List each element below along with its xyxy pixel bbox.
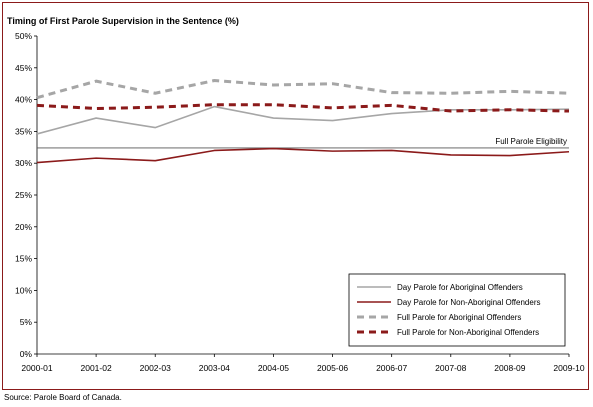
legend-label-day-parole-aboriginal: Day Parole for Aboriginal Offenders: [397, 283, 523, 292]
legend-label-full-parole-non-aboriginal: Full Parole for Non-Aboriginal Offenders: [397, 328, 539, 337]
chart-title: Timing of First Parole Supervision in th…: [7, 16, 239, 26]
series-line-day-parole-aboriginal: [36, 105, 570, 135]
y-tick-label: 30%: [15, 158, 32, 168]
source-note: Source: Parole Board of Canada.: [4, 393, 122, 402]
series-line-full-parole-aboriginal: [36, 79, 570, 100]
series-line-day-parole-non-aboriginal: [36, 147, 570, 164]
series-line-full-parole-non-aboriginal: [36, 103, 570, 113]
x-tick-label: 2002-03: [140, 363, 171, 373]
x-tick-label: 2001-02: [81, 363, 112, 373]
legend-label-full-parole-aboriginal: Full Parole for Aboriginal Offenders: [397, 313, 521, 322]
y-tick-label: 0%: [20, 349, 33, 359]
y-tick-label: 10%: [15, 285, 32, 295]
x-tick-label: 2007-08: [435, 363, 466, 373]
y-tick-label: 5%: [20, 317, 33, 327]
legend-box: [348, 273, 566, 347]
x-tick-label: 2004-05: [258, 363, 289, 373]
y-tick-label: 20%: [15, 222, 32, 232]
x-tick-label: 2005-06: [317, 363, 348, 373]
y-tick-label: 50%: [15, 31, 32, 41]
x-tick-label: 2008-09: [494, 363, 525, 373]
y-tick-label: 35%: [15, 126, 32, 136]
x-tick-label: 2000-01: [21, 363, 52, 373]
full-parole-eligibility-label: Full Parole Eligibility: [495, 137, 567, 146]
x-tick-label: 2006-07: [376, 363, 407, 373]
x-tick-label: 2009-10: [553, 363, 584, 373]
y-tick-label: 15%: [15, 254, 32, 264]
y-tick-label: 40%: [15, 95, 32, 105]
y-tick-label: 25%: [15, 190, 32, 200]
x-tick-label: 2003-04: [199, 363, 230, 373]
legend-label-day-parole-non-aboriginal: Day Parole for Non-Aboriginal Offenders: [397, 298, 540, 307]
y-tick-label: 45%: [15, 63, 32, 73]
